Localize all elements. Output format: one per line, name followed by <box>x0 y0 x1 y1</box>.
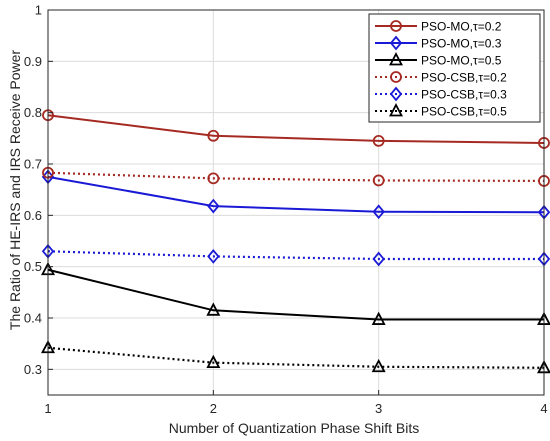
series-line-1 <box>47 175 545 214</box>
legend-marker-1 <box>389 35 403 51</box>
legend-label: PSO-CSB,τ=0.2 <box>421 71 507 85</box>
series-line-4 <box>47 250 544 261</box>
series-line-3 <box>47 171 545 183</box>
data-point-2 <box>206 302 221 316</box>
legend-label: PSO-CSB,τ=0.3 <box>421 88 507 102</box>
data-point-2 <box>371 311 386 325</box>
data-point-3 <box>207 172 220 185</box>
y-tick-label: 1 <box>35 3 42 18</box>
y-tick-label: 0.5 <box>24 259 42 274</box>
x-tick-label: 1 <box>44 401 51 416</box>
legend: PSO-MO,τ=0.2 PSO-MO,τ=0.3 PSO-MO,τ=0.5 PSO-… <box>368 13 541 123</box>
legend-marker-4 <box>389 86 403 102</box>
data-point-4 <box>207 248 220 264</box>
series-lines <box>41 109 550 374</box>
legend-label: PSO-MO,τ=0.5 <box>421 54 502 68</box>
y-tick-label: 0.8 <box>24 105 42 120</box>
data-point-5 <box>371 358 386 373</box>
series-line-0 <box>47 114 545 144</box>
legend-marker-2 <box>389 52 403 66</box>
data-point-3 <box>372 174 385 187</box>
legend-marker-0 <box>390 20 402 32</box>
y-axis-label: The Ratio of HE-IRS and IRS Receive Powe… <box>7 50 23 330</box>
data-point-0 <box>207 129 220 142</box>
y-tick-label: 0.7 <box>24 157 42 172</box>
plot-frame <box>47 9 545 396</box>
series-line-5 <box>47 346 545 369</box>
axis-ticks: 0.3 0.4 0.5 0.6 0.7 0.8 0.9 1 1 2 3 4 <box>24 3 548 417</box>
legend-marker-3 <box>390 71 402 83</box>
x-tick-label: 2 <box>210 401 217 416</box>
data-point-1 <box>372 204 385 220</box>
legend-box <box>368 13 541 123</box>
x-axis-label: Number of Quantization Phase Shift Bits <box>169 420 420 436</box>
legend-label: PSO-MO,τ=0.2 <box>421 20 502 34</box>
legend-label: PSO-CSB,τ=0.5 <box>421 105 507 119</box>
y-tick-label: 0.4 <box>24 311 42 326</box>
data-point-0 <box>372 134 385 147</box>
data-point-5 <box>206 354 221 369</box>
legend-label: PSO-MO,τ=0.3 <box>421 37 502 51</box>
y-tick-label: 0.6 <box>24 208 42 223</box>
x-tick-label: 4 <box>540 401 547 416</box>
legend-marker-5 <box>389 103 403 117</box>
y-tick-label: 0.9 <box>24 54 42 69</box>
data-point-4 <box>372 251 385 267</box>
x-tick-label: 3 <box>375 401 382 416</box>
series-line-2 <box>47 268 544 321</box>
y-tick-label: 0.3 <box>24 362 42 377</box>
data-point-1 <box>207 198 220 214</box>
